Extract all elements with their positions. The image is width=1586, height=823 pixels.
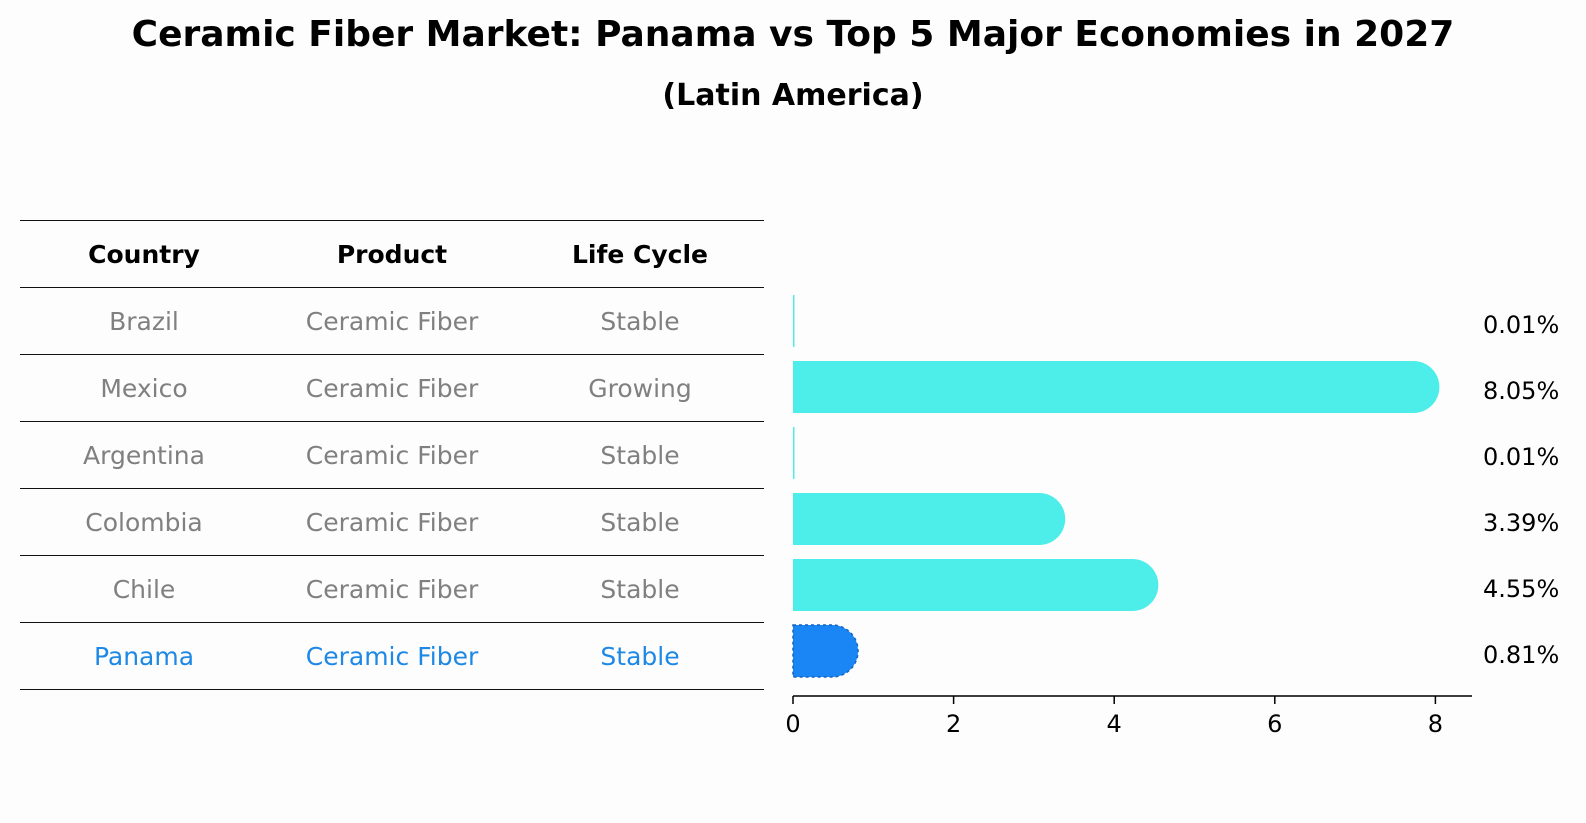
x-tick-label: 4: [1107, 710, 1122, 738]
data-label: 0.81%: [1483, 641, 1559, 669]
cell-life-cycle: Stable: [600, 507, 680, 537]
cell-country: Panama: [93, 641, 195, 671]
cell-product: Ceramic Fiber: [305, 440, 479, 470]
header-product: Product: [336, 239, 448, 269]
x-tick-label: 0: [785, 710, 800, 738]
chart-title: Ceramic Fiber Market: Panama vs Top 5 Ma…: [131, 14, 1455, 55]
bar: [793, 493, 1066, 545]
data-label: 3.39%: [1483, 509, 1559, 537]
table-row: Argentina Ceramic Fiber Stable: [20, 421, 764, 488]
header-country: Country: [88, 239, 200, 269]
table-row: Chile Ceramic Fiber Stable: [20, 555, 764, 622]
cell-country: Mexico: [100, 373, 188, 403]
bar: [793, 559, 1159, 611]
header-life-cycle: Life Cycle: [571, 239, 709, 269]
cell-product: Ceramic Fiber: [305, 306, 479, 336]
cell-product: Ceramic Fiber: [305, 574, 479, 604]
data-label: 0.01%: [1483, 443, 1559, 471]
cell-country: Argentina: [83, 440, 205, 470]
table-row: Colombia Ceramic Fiber Stable: [20, 488, 764, 555]
cell-life-cycle: Stable: [600, 440, 680, 470]
bar: [793, 427, 795, 479]
cell-product: Ceramic Fiber: [305, 641, 479, 671]
cell-life-cycle: Stable: [600, 306, 680, 336]
bar: [793, 295, 795, 347]
cell-product: Ceramic Fiber: [305, 373, 479, 403]
bar: [793, 361, 1440, 413]
x-tick-label: 8: [1428, 710, 1443, 738]
chart-subtitle: (Latin America): [662, 78, 924, 113]
table-row-highlight: Panama Ceramic Fiber Stable: [20, 622, 764, 690]
cell-life-cycle: Growing: [588, 373, 692, 403]
cell-product: Ceramic Fiber: [305, 507, 479, 537]
cell-life-cycle: Stable: [600, 641, 680, 671]
table-row: Mexico Ceramic Fiber Growing: [20, 354, 764, 421]
bar-highlight: [792, 624, 859, 678]
cell-life-cycle: Stable: [600, 574, 680, 604]
data-label: 0.01%: [1483, 311, 1559, 339]
cell-country: Colombia: [85, 507, 203, 537]
data-label: 4.55%: [1483, 575, 1559, 603]
table-row: Brazil Ceramic Fiber Stable: [20, 287, 764, 354]
country-table: Country Product Life Cycle Brazil Cerami…: [20, 220, 764, 690]
table-header-row: Country Product Life Cycle: [20, 220, 764, 287]
cell-country: Chile: [112, 574, 176, 604]
x-tick-label: 6: [1267, 710, 1282, 738]
cell-country: Brazil: [109, 306, 179, 336]
data-label: 8.05%: [1483, 377, 1559, 405]
x-tick-label: 2: [946, 710, 961, 738]
